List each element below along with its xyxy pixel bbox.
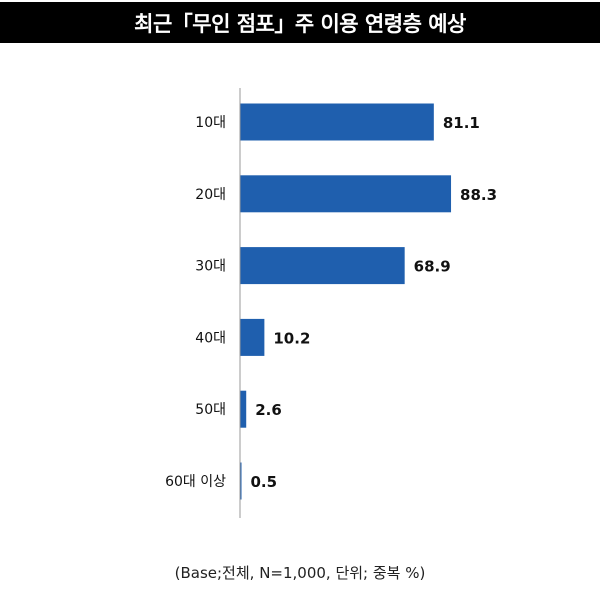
value-label: 0.5 [251,473,278,491]
bar [240,175,452,213]
bar [240,390,247,428]
value-label: 2.6 [255,401,282,419]
category-label: 60대 이상 [165,474,226,490]
value-label: 81.1 [443,114,480,132]
category-label: 20대 [195,187,226,203]
category-label: 50대 [195,402,226,418]
value-label: 88.3 [460,186,497,204]
value-label: 68.9 [414,258,451,276]
bar [240,462,242,500]
chart-title: 최근「무인 점포」주 이용 연령층 예상 [0,2,600,43]
bar [240,318,265,356]
bar [240,103,434,141]
category-label: 40대 [195,330,226,346]
chart-note: (Base;전체, N=1,000, 단위; 중복 %) [174,564,426,582]
value-label: 10.2 [273,329,310,347]
category-label: 30대 [195,259,226,275]
bar [240,247,405,285]
category-label: 10대 [195,115,226,131]
